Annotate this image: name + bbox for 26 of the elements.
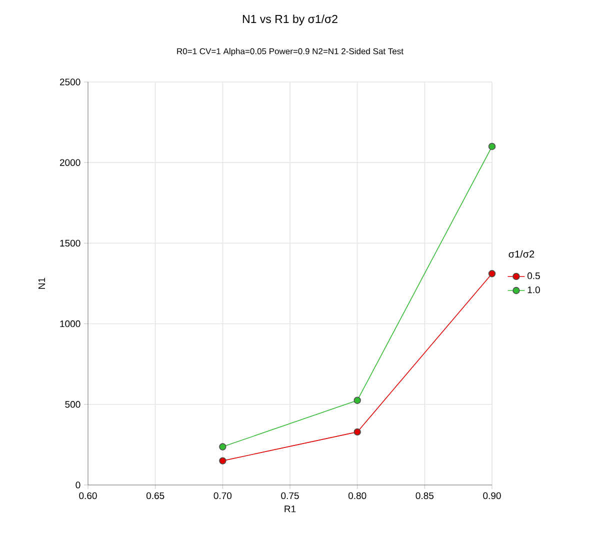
x-tick-label: 0.70 — [214, 492, 232, 500]
legend-title: σ1/σ2 — [508, 250, 534, 258]
x-tick-label: 0.60 — [79, 492, 97, 500]
point — [219, 457, 226, 464]
y-tick-label: 1500 — [60, 240, 80, 247]
point — [488, 142, 496, 150]
y-tick-label: 500 — [65, 401, 80, 408]
point — [354, 396, 361, 404]
point — [488, 270, 496, 278]
point — [354, 428, 361, 436]
x-tick-label: 0.90 — [483, 492, 501, 500]
y-axis-title: N1 — [38, 278, 45, 289]
y-tick-label: 2000 — [60, 159, 80, 166]
y-tick-label: 2500 — [60, 78, 80, 86]
x-tick-label: 0.85 — [416, 492, 434, 500]
x-tick-label: 0.80 — [348, 492, 366, 500]
chart-title: N1 vs R1 by σ1/σ2 — [242, 14, 338, 26]
legend-label: 1.0 — [528, 286, 540, 294]
y-tick-label: 1000 — [60, 320, 80, 328]
y-tick-label: 0 — [76, 482, 80, 488]
legend-label: 0.5 — [527, 272, 540, 280]
x-axis-title: R1 — [284, 506, 296, 512]
x-tick-label: 0.65 — [146, 492, 164, 500]
point — [219, 443, 226, 450]
chart-subtitle: R0=1 CV=1 Alpha=0.05 Power=0.9 N2=N1 2-Sided Sat Test — [177, 48, 404, 56]
x-tick-label: 0.75 — [281, 492, 299, 500]
